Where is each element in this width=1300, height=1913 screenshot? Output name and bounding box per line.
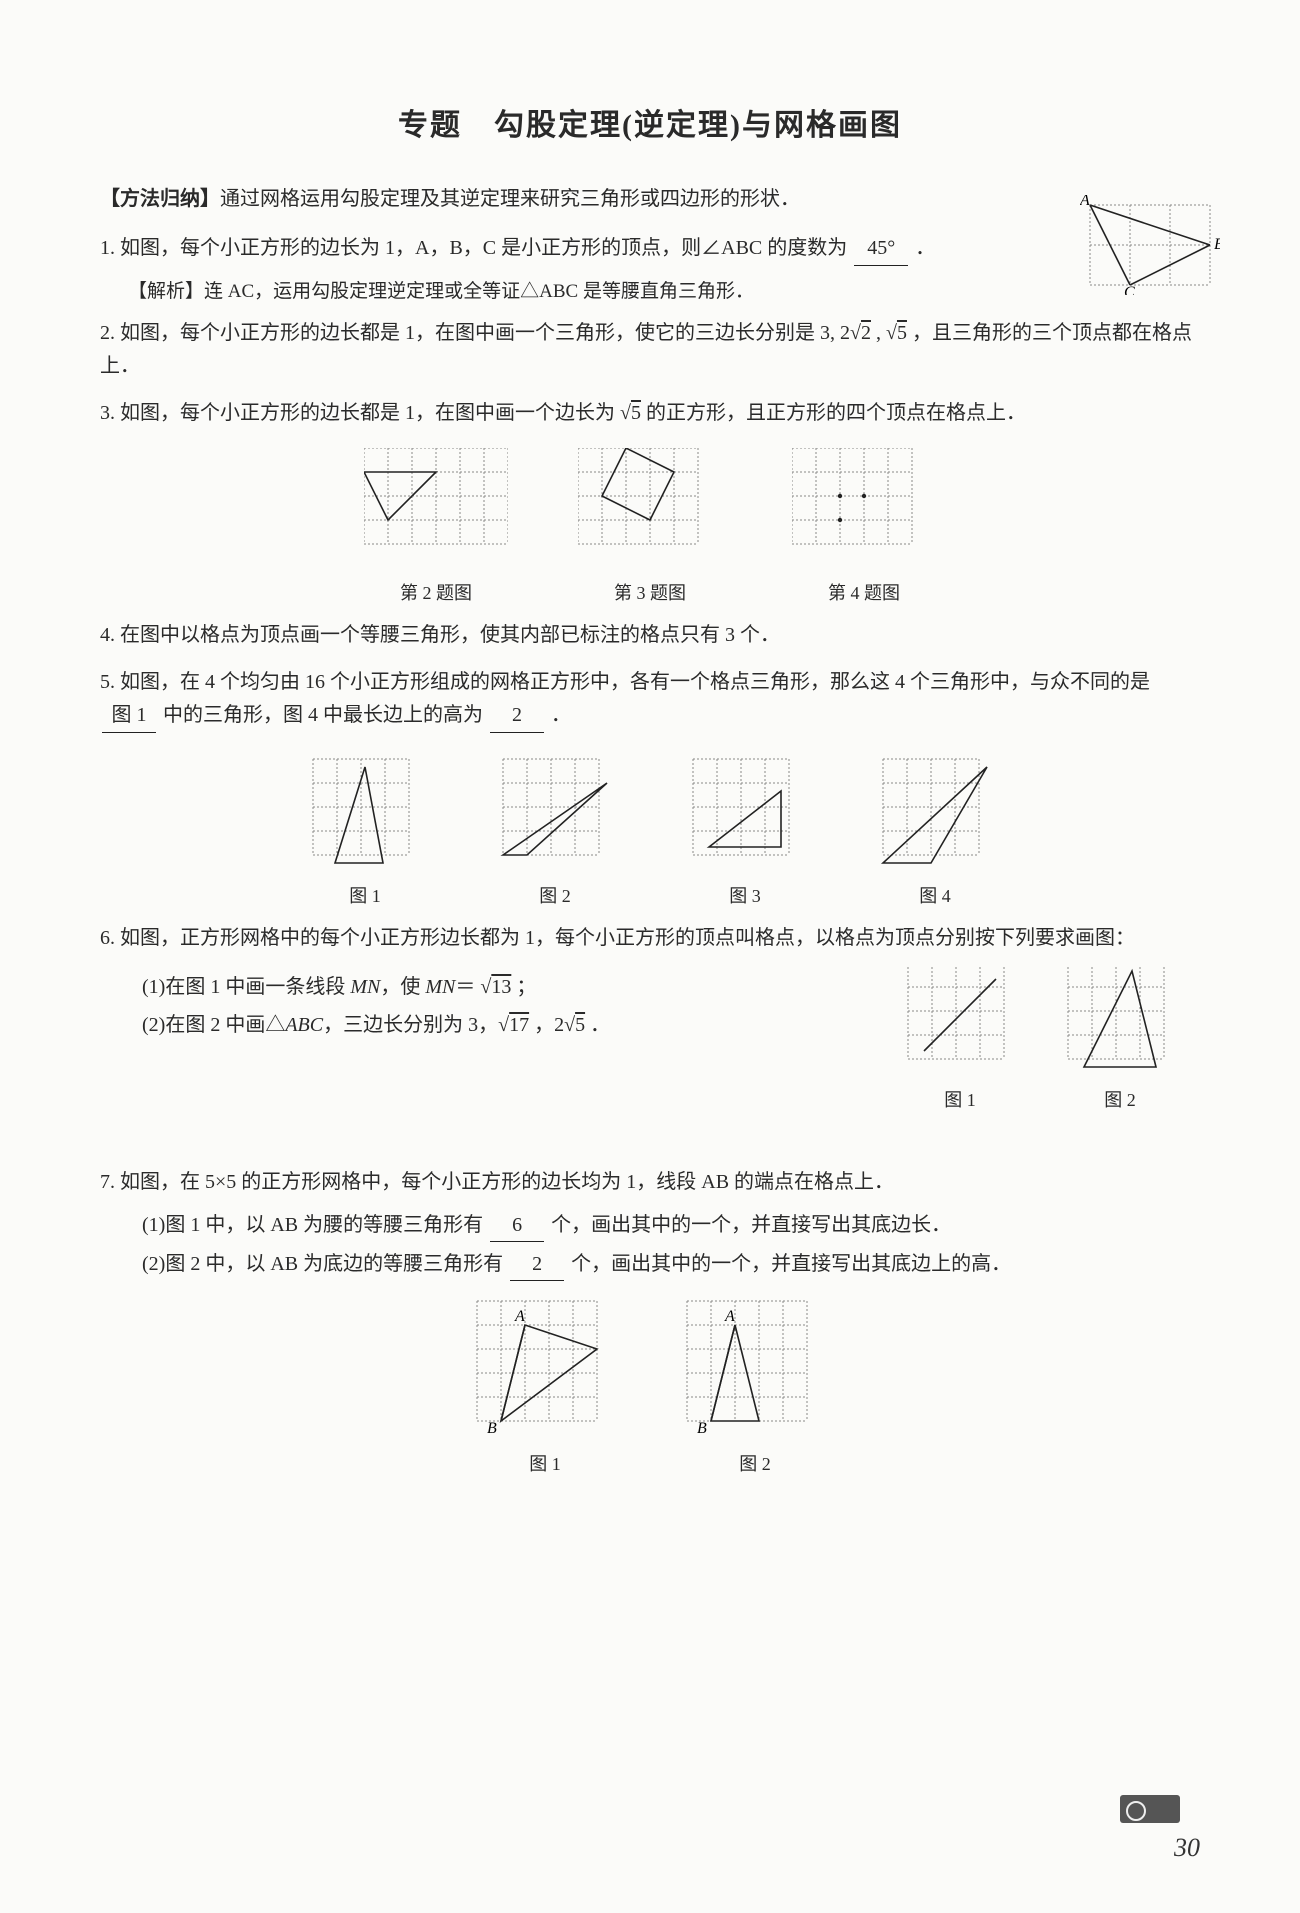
answer-blank: 45° [854,232,908,266]
q7-fig1: A B 图 1 [475,1299,615,1476]
q-text: 如图，每个小正方形的边长为 1，A，B，C 是小正方形的顶点，则∠ABC 的度数… [120,237,847,259]
svg-text:A: A [724,1308,735,1325]
figure-caption: 第 2 题图 [364,579,508,605]
svg-text:B: B [1214,236,1220,253]
q-text: 如图，在 4 个均匀由 16 个小正方形组成的网格正方形中，各有一个格点三角形，… [120,671,1150,693]
q-text: 如图，每个小正方形的边长都是 1，在图中画一个边长为 √5 的正方形，且正方形的… [120,402,1026,424]
fig-row-234: 第 2 题图 第 3 题图 第 4 题图 [100,448,1200,605]
q-text: 如图，在 5×5 的正方形网格中，每个小正方形的边长均为 1，线段 AB 的端点… [120,1171,894,1193]
sub-text: (2)图 2 中，以 AB 为底边的等腰三角形有 [142,1253,503,1275]
q5-fig3: 图 3 [685,751,805,908]
q7-fig2: A B 图 2 [685,1299,825,1476]
q7-sub2: (2)图 2 中，以 AB 为底边的等腰三角形有 2 个，画出其中的一个，并直接… [142,1248,1200,1281]
svg-text:C: C [1124,284,1135,295]
q5-fig1: 图 1 [305,751,425,908]
method-label: 【方法归纳】 [100,188,220,210]
sub-text: (1)图 1 中，以 AB 为腰的等腰三角形有 [142,1214,483,1236]
question-4: 4. 在图中以格点为顶点画一个等腰三角形，使其内部已标注的格点只有 3 个． [100,619,1200,652]
figure-caption: 图 2 [495,882,615,908]
figure-caption: 第 4 题图 [792,579,936,605]
q5-fig4: 图 4 [875,751,995,908]
method-summary: 【方法归纳】通过网格运用勾股定理及其逆定理来研究三角形或四边形的形状． [100,184,1200,214]
q6-fig1: 图 1 [900,965,1020,1112]
q-num: 3. [100,402,115,424]
question-7: 7. 如图，在 5×5 的正方形网格中，每个小正方形的边长均为 1，线段 AB … [100,1166,1200,1199]
q-text: ． [551,704,571,726]
q-num: 1. [100,237,115,259]
figure-caption: 图 3 [685,882,805,908]
q6-fig2: 图 2 [1060,965,1180,1112]
figure-caption: 图 1 [305,882,425,908]
figure-caption: 第 3 题图 [578,579,722,605]
q5-fig2: 图 2 [495,751,615,908]
figure-caption: 图 2 [685,1450,825,1476]
figure-caption: 图 1 [900,1086,1020,1112]
sub-text: 个，画出其中的一个，并直接写出其底边上的高． [571,1253,1011,1275]
answer-blank: 2 [490,699,544,733]
svg-text:A: A [514,1308,525,1325]
q5-fig-row: 图 1 图 2 图 3 图 4 [100,751,1200,908]
answer-blank: 6 [490,1209,544,1242]
question-1: 1. 如图，每个小正方形的边长为 1，A，B，C 是小正方形的顶点，则∠ABC … [100,232,1200,266]
q-text: 中的三角形，图 4 中最长边上的高为 [163,704,483,726]
q1-figure: A B C [1080,195,1220,300]
svg-text:A: A [1080,195,1090,209]
q-num: 4. [100,624,115,646]
svg-text:B: B [487,1420,497,1437]
sub-text: 个，画出其中的一个，并直接写出其底边长． [551,1214,951,1236]
question-5: 5. 如图，在 4 个均匀由 16 个小正方形组成的网格正方形中，各有一个格点三… [100,666,1200,733]
figure-caption: 图 2 [1060,1086,1180,1112]
q-num: 5. [100,671,115,693]
question-3: 3. 如图，每个小正方形的边长都是 1，在图中画一个边长为 √5 的正方形，且正… [100,397,1200,430]
q-text: 在图中以格点为顶点画一个等腰三角形，使其内部已标注的格点只有 3 个． [120,624,780,646]
q4-figure: 第 4 题图 [792,448,936,605]
page-badge-icon [1120,1795,1180,1823]
page-title: 专题 勾股定理(逆定理)与网格画图 [100,100,1200,144]
q6-fig-row: 图 1 图 2 [900,965,1180,1112]
q-num: 2. [100,322,115,344]
answer-blank: 图 1 [102,699,156,733]
q-num: 7. [100,1171,115,1193]
page-number: 30 [1174,1833,1200,1863]
q-text: 如图，每个小正方形的边长都是 1，在图中画一个三角形，使它的三边长分别是 3, … [100,322,1192,377]
q-num: 6. [100,927,115,949]
q3-figure: 第 3 题图 [578,448,722,605]
figure-caption: 图 4 [875,882,995,908]
question-6: 6. 如图，正方形网格中的每个小正方形边长都为 1，每个小正方形的顶点叫格点，以… [100,922,1200,955]
svg-text:B: B [697,1420,707,1437]
q7-sub1: (1)图 1 中，以 AB 为腰的等腰三角形有 6 个，画出其中的一个，并直接写… [142,1209,1200,1242]
method-text: 通过网格运用勾股定理及其逆定理来研究三角形或四边形的形状． [220,188,800,210]
document-page: 专题 勾股定理(逆定理)与网格画图 A B C 【方法归纳】通过网格运用勾股定理… [0,0,1300,1913]
answer-blank: 2 [510,1248,564,1281]
question-2: 2. 如图，每个小正方形的边长都是 1，在图中画一个三角形，使它的三边长分别是 … [100,317,1200,383]
q-text: 如图，正方形网格中的每个小正方形边长都为 1，每个小正方形的顶点叫格点，以格点为… [120,927,1135,949]
figure-caption: 图 1 [475,1450,615,1476]
q1-analysis: 【解析】连 AC，运用勾股定理逆定理或全等证△ABC 是等腰直角三角形． [128,276,1200,303]
q2-figure: 第 2 题图 [364,448,508,605]
q7-fig-row: A B 图 1 A B 图 2 [100,1299,1200,1476]
q-text: ． [915,237,935,259]
